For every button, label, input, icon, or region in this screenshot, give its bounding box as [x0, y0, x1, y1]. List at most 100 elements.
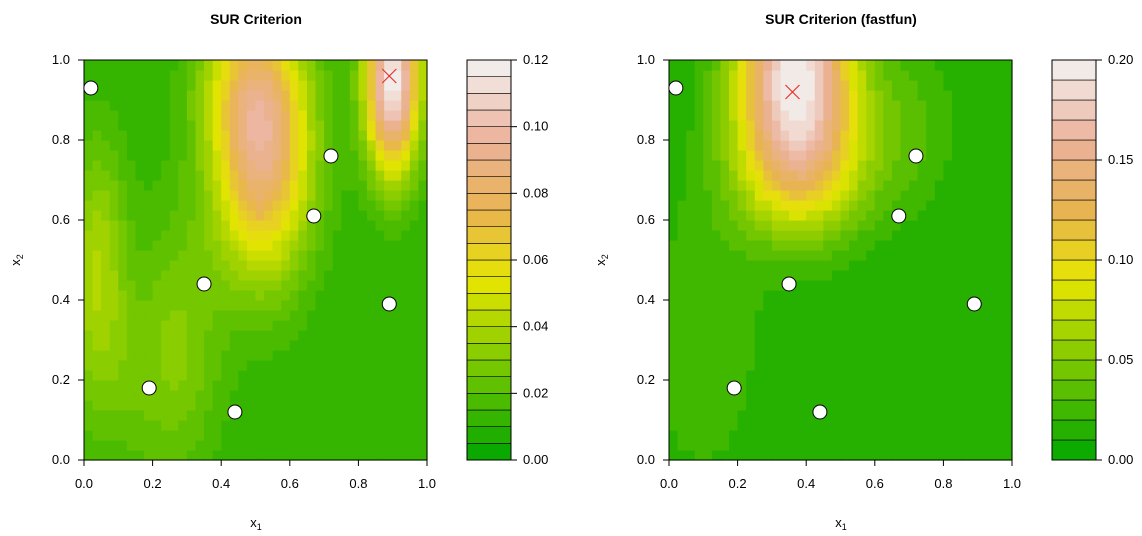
contour-cell: [720, 70, 730, 81]
design-point: [227, 404, 243, 420]
contour-cell: [255, 170, 265, 181]
contour-cell: [126, 420, 137, 431]
contour-cell: [943, 330, 953, 341]
contour-cell: [315, 230, 325, 241]
contour-cell: [126, 250, 137, 261]
contour-cell: [746, 100, 756, 111]
contour-cell: [212, 400, 222, 411]
contour-cell: [341, 60, 351, 71]
contour-cell: [720, 60, 730, 71]
contour-cell: [84, 140, 94, 151]
contour-cell: [797, 200, 807, 211]
contour-cell: [92, 430, 102, 441]
contour-cell: [418, 160, 428, 171]
contour-cell: [994, 160, 1005, 171]
contour-cell: [84, 420, 94, 431]
contour-cell: [909, 120, 919, 131]
contour-cell: [366, 260, 377, 271]
contour-cell: [169, 290, 179, 301]
contour-cell: [272, 320, 282, 331]
contour-cell: [126, 410, 137, 421]
contour-cell: [831, 230, 842, 241]
contour-cell: [161, 110, 171, 121]
contour-cell: [144, 80, 154, 91]
contour-cell: [960, 370, 970, 381]
contour-cell: [677, 100, 687, 111]
contour-cell: [909, 380, 919, 391]
contour-cell: [332, 120, 342, 131]
contour-cell: [814, 290, 824, 301]
contour-cell: [737, 380, 747, 391]
contour-cell: [797, 210, 807, 221]
contour-cell: [934, 450, 944, 461]
contour-cell: [212, 180, 222, 191]
contour-cell: [135, 340, 145, 351]
contour-cell: [771, 310, 782, 321]
contour-cell: [891, 240, 902, 251]
contour-cell: [186, 280, 197, 291]
contour-cell: [109, 290, 119, 301]
contour-cell: [161, 440, 171, 451]
contour-cell: [789, 140, 799, 151]
contour-cell: [366, 270, 377, 281]
contour-cell: [272, 160, 282, 171]
contour-cell: [341, 450, 351, 461]
contour-cell: [204, 250, 214, 261]
contour-cell: [797, 370, 807, 381]
contour-cell: [857, 260, 867, 271]
contour-cell: [238, 80, 248, 91]
contour-cell: [178, 120, 188, 131]
contour-cell: [831, 100, 842, 111]
contour-cell: [891, 320, 902, 331]
contour-cell: [771, 430, 782, 441]
contour-cell: [969, 150, 979, 161]
contour-cell: [289, 230, 299, 241]
colorbar-tick-label: 0.00: [1108, 452, 1133, 467]
contour-cell: [917, 170, 927, 181]
contour-cell: [384, 80, 394, 91]
contour-cell: [144, 450, 154, 461]
contour-cell: [849, 60, 859, 71]
colorbar-level: [1051, 159, 1097, 181]
contour-cell: [169, 180, 179, 191]
contour-cell: [986, 60, 996, 71]
contour-cell: [789, 340, 799, 351]
contour-cell: [694, 160, 704, 171]
contour-cell: [874, 410, 884, 421]
contour-cell: [763, 220, 773, 231]
x-tick-label: 0.8: [349, 476, 367, 491]
contour-cell: [212, 240, 222, 251]
contour-cell: [986, 130, 996, 141]
contour-cell: [720, 320, 730, 331]
contour-cell: [703, 130, 713, 141]
contour-cell: [746, 210, 756, 221]
contour-cell: [729, 250, 739, 261]
contour-cell: [341, 420, 351, 431]
contour-cell: [324, 440, 334, 451]
contour-cell: [900, 150, 910, 161]
contour-cell: [341, 230, 351, 241]
contour-cell: [754, 290, 764, 301]
contour-cell: [771, 210, 782, 221]
contour-cell: [926, 310, 936, 321]
contour-cell: [384, 200, 394, 211]
contour-cell: [969, 440, 979, 451]
contour-cell: [840, 390, 850, 401]
contour-cell: [384, 320, 394, 331]
contour-cell: [754, 60, 764, 71]
contour-cell: [771, 360, 782, 371]
contour-cell: [806, 410, 816, 421]
contour-cell: [289, 160, 299, 171]
contour-cell: [358, 160, 368, 171]
contour-cell: [720, 140, 730, 151]
contour-cell: [780, 410, 790, 421]
contour-cell: [92, 270, 102, 281]
contour-cell: [814, 220, 824, 231]
contour-cell: [729, 200, 739, 211]
contour-cell: [857, 190, 867, 201]
contour-cell: [874, 120, 884, 131]
contour-cell: [849, 120, 859, 131]
contour-cell: [823, 330, 833, 341]
contour-cell: [711, 120, 722, 131]
contour-cell: [341, 200, 351, 211]
